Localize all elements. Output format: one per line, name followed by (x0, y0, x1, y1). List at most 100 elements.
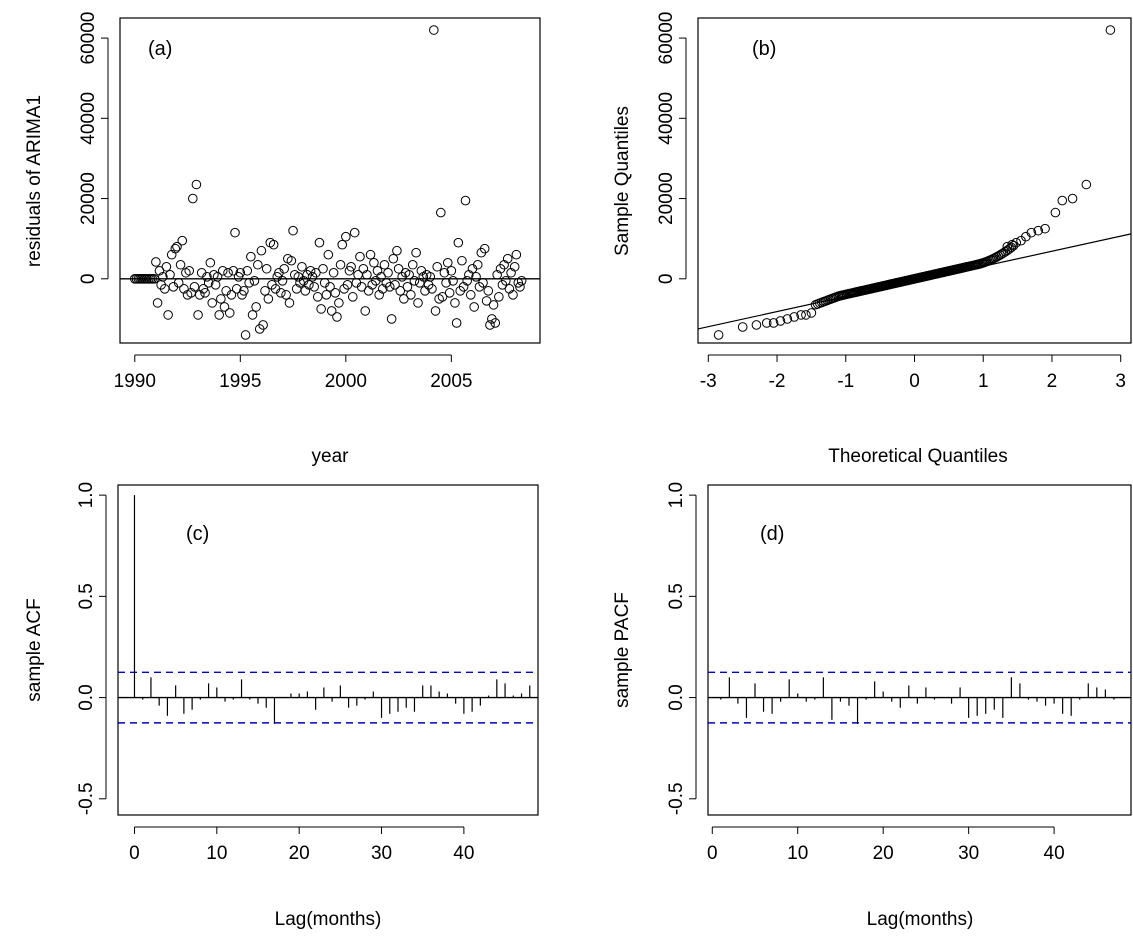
data-point (349, 227, 360, 238)
data-point (395, 286, 406, 296)
x-tick-label: 1995 (219, 371, 261, 392)
data-point (444, 288, 455, 298)
y-tick-label: 60000 (656, 12, 677, 65)
data-point (226, 290, 237, 300)
y-tick-label: 1.0 (666, 482, 687, 508)
data-point (1006, 242, 1017, 253)
data-point (279, 263, 290, 274)
panel-b-label: (b) (752, 38, 776, 60)
data-point (353, 269, 363, 280)
panel-c-marks: 0 10 20 30 40 -0.5 0.0 0.5 1.0 (76, 482, 538, 864)
panel-b-frame (697, 17, 1132, 344)
data-point (242, 265, 253, 276)
data-point (1050, 207, 1061, 218)
panel-c-ylabel: sample ACF (24, 598, 45, 701)
x-tick-label: 40 (453, 843, 474, 864)
data-point (425, 271, 436, 282)
data-point (189, 282, 200, 292)
data-point (1016, 235, 1026, 246)
data-point (469, 302, 479, 312)
data-point (1057, 195, 1068, 206)
data-point (191, 179, 202, 190)
data-point (205, 257, 216, 268)
panel-b-xlabel: Theoretical Quantiles (828, 446, 1008, 467)
data-point (365, 249, 376, 260)
data-point (392, 245, 402, 256)
data-point (318, 263, 328, 274)
data-point (334, 298, 344, 308)
panel-b-marks: -3 -2 -1 0 1 2 3 0 20000 40000 60000 (656, 12, 1132, 392)
data-point (188, 193, 198, 204)
data-point (223, 267, 233, 278)
panel-c-xlabel: Lag(months) (275, 909, 382, 930)
data-point (427, 284, 437, 294)
data-point (321, 290, 332, 300)
data-point (393, 263, 404, 274)
data-point (263, 294, 274, 304)
y-tick-label: 20000 (78, 172, 99, 225)
y-tick-label: 0 (78, 274, 99, 285)
data-point (494, 292, 504, 302)
y-tick-label: 60000 (78, 12, 99, 65)
data-point (379, 259, 390, 270)
panel-c-frame (117, 484, 539, 816)
x-tick-label: -1 (837, 371, 854, 392)
data-point (1105, 25, 1116, 35)
x-tick-label: 1990 (114, 371, 156, 392)
data-point (235, 267, 246, 278)
panel-d-xlabel: Lag(months) (867, 909, 974, 930)
data-point (224, 308, 235, 318)
data-point (390, 280, 400, 290)
data-point (472, 259, 483, 270)
x-tick-label: 20 (289, 843, 310, 864)
data-point (200, 288, 210, 298)
panel-b-ylabel: Sample Quantiles (612, 106, 633, 256)
data-point (439, 267, 450, 278)
data-point (284, 298, 295, 308)
data-point (246, 251, 256, 262)
x-tick-label: 2000 (325, 371, 367, 392)
data-point (404, 269, 414, 280)
y-tick-label: 40000 (656, 92, 677, 145)
data-point (406, 290, 416, 300)
data-point (775, 316, 786, 326)
data-point (453, 237, 464, 248)
y-tick-label: 0.0 (76, 684, 97, 710)
data-point (446, 265, 457, 276)
data-point (276, 288, 286, 298)
data-point (448, 276, 458, 286)
panel-d-marks: 0 10 20 30 40 -0.5 0.0 0.5 1.0 (666, 482, 1131, 864)
data-point (341, 231, 351, 242)
data-point (251, 302, 261, 312)
x-tick-label: 10 (206, 843, 227, 864)
data-point (239, 286, 249, 296)
data-point (288, 225, 298, 236)
data-point (328, 267, 339, 278)
panel-a-marks: 1990 1995 2000 2005 0 20000 40000 60000 (78, 12, 540, 392)
data-point (478, 278, 488, 288)
data-point (335, 259, 346, 270)
data-point (217, 265, 228, 276)
data-point (768, 318, 779, 328)
data-point (383, 267, 393, 278)
x-tick-label: -3 (700, 371, 717, 392)
x-tick-label: 10 (787, 843, 808, 864)
x-tick-label: -2 (769, 371, 786, 392)
data-point (247, 310, 258, 320)
panel-a-label: (a) (148, 38, 172, 60)
y-tick-label: 0.5 (666, 583, 687, 609)
data-point (347, 292, 358, 302)
x-tick-label: 2005 (430, 371, 472, 392)
data-point (460, 195, 471, 206)
data-point (202, 271, 212, 282)
data-point (175, 259, 186, 270)
panel-c-label: (c) (186, 523, 209, 545)
data-point (207, 298, 218, 308)
data-point (1040, 223, 1050, 234)
data-point (244, 278, 254, 288)
data-point (216, 294, 226, 304)
data-point (268, 239, 279, 250)
data-point (277, 276, 288, 286)
y-tick-label: -0.5 (76, 782, 97, 815)
